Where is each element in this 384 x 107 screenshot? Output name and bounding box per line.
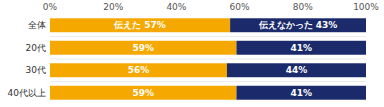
separator	[50, 59, 366, 60]
y-axis: 全体 20代 30代 40代以上	[8, 20, 46, 98]
x-tick-label: 80%	[293, 2, 313, 12]
category-label: 20代	[26, 43, 46, 53]
x-axis: 0% 20% 40% 60% 80% 100%	[43, 2, 379, 12]
x-tick-label: 40%	[166, 2, 186, 12]
bar	[50, 41, 236, 55]
separator	[50, 81, 366, 82]
x-tick-label: 0%	[43, 2, 58, 12]
bars	[50, 18, 366, 99]
data-labels: 伝えた 57% 伝えなかった 43% 59% 41% 56% 44% 59% 41%	[113, 20, 337, 98]
bar	[50, 86, 236, 100]
category-label: 全体	[28, 20, 46, 30]
bar	[236, 86, 366, 100]
data-label: 59%	[132, 88, 154, 98]
chart: 0%20%40%60%80%100%全体20代30代40代以上伝えた 57%伝え…	[0, 0, 384, 107]
separators	[50, 37, 366, 82]
data-label: 伝えなかった 43%	[258, 20, 338, 30]
data-label: 41%	[290, 88, 312, 98]
x-tick-label: 60%	[230, 2, 250, 12]
data-label: 41%	[290, 43, 312, 53]
bar	[50, 18, 230, 32]
bar	[50, 63, 227, 77]
data-label: 伝えた 57%	[113, 20, 166, 30]
bar	[227, 63, 366, 77]
x-tick-label: 20%	[103, 2, 123, 12]
category-label: 30代	[26, 65, 46, 75]
data-label: 44%	[286, 65, 308, 75]
x-tick-label: 100%	[353, 2, 379, 12]
bar	[230, 18, 366, 32]
separator	[50, 36, 366, 37]
data-label: 59%	[132, 43, 154, 53]
data-label: 56%	[128, 65, 150, 75]
category-label: 40代以上	[8, 88, 46, 98]
bar	[236, 41, 366, 55]
